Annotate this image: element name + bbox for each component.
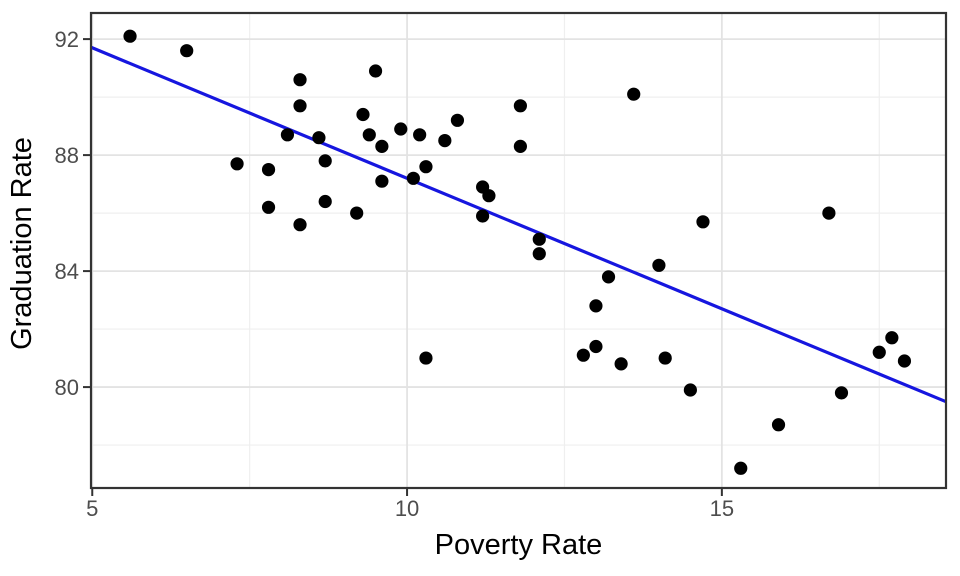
x-tick-label: 5 — [86, 496, 98, 521]
data-point — [872, 345, 886, 359]
panel-border — [89, 11, 948, 490]
y-tick-label: 92 — [55, 27, 79, 52]
data-point — [123, 29, 137, 43]
x-tick-label: 10 — [395, 496, 419, 521]
data-point — [822, 206, 836, 220]
data-point — [293, 218, 307, 232]
data-point — [280, 128, 295, 142]
data-point — [627, 87, 641, 101]
data-point — [771, 418, 786, 432]
data-point — [532, 247, 546, 261]
data-point — [406, 171, 420, 185]
data-point — [834, 386, 849, 400]
data-point — [368, 64, 383, 78]
data-point — [419, 160, 433, 174]
data-point — [230, 157, 244, 171]
grid-major — [91, 13, 946, 488]
data-point — [576, 348, 590, 362]
y-axis-title: Graduation Rate — [6, 137, 38, 350]
data-point — [419, 351, 433, 365]
grid-minor — [91, 13, 946, 488]
data-point — [513, 139, 527, 153]
tick-labels: 5 10 15 80 84 88 92 — [55, 27, 735, 521]
data-point — [450, 113, 465, 127]
data-point — [885, 331, 899, 345]
data-points — [123, 29, 912, 475]
data-point — [312, 131, 326, 145]
trend-line — [90, 45, 947, 404]
data-point — [696, 215, 710, 229]
y-tick-label: 80 — [55, 375, 79, 400]
data-point — [318, 194, 332, 209]
y-tick-label: 88 — [55, 143, 79, 168]
data-point — [375, 139, 389, 153]
data-point — [589, 299, 603, 313]
data-point — [589, 339, 603, 354]
x-axis-title: Poverty Rate — [435, 529, 603, 561]
data-point — [897, 354, 912, 368]
data-point — [601, 270, 616, 284]
data-point — [180, 44, 194, 58]
axis-ticks — [83, 38, 723, 496]
data-point — [356, 107, 370, 122]
data-point — [438, 133, 452, 148]
data-point — [476, 209, 490, 223]
data-point — [350, 206, 364, 220]
data-point — [318, 154, 332, 168]
data-point — [532, 232, 546, 246]
data-point — [293, 99, 307, 113]
data-point — [658, 351, 672, 365]
y-tick-label: 84 — [55, 259, 79, 284]
data-point — [261, 200, 276, 214]
data-point — [375, 174, 389, 188]
data-point — [614, 357, 628, 371]
x-tick-label: 15 — [710, 496, 734, 521]
data-point — [261, 162, 276, 177]
data-point — [652, 258, 666, 272]
data-point — [362, 128, 376, 142]
data-point — [482, 189, 496, 203]
data-point — [413, 128, 427, 142]
data-point — [683, 383, 697, 397]
data-point — [513, 99, 527, 113]
data-point — [293, 73, 307, 87]
data-point — [734, 461, 748, 475]
data-point — [394, 122, 408, 136]
